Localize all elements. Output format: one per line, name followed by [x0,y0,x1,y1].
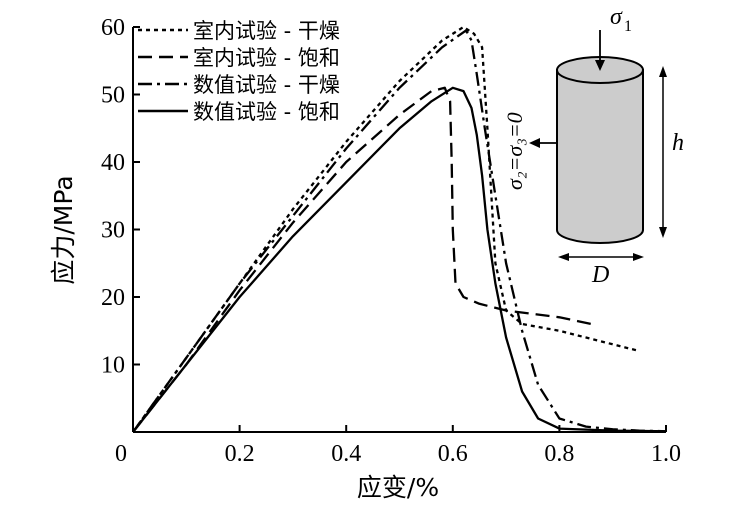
sigma1-label: σ [610,4,623,30]
cylinder-body [556,69,644,244]
d-label: D [591,262,609,288]
y-tick-label: 60 [101,15,125,41]
series-line-1 [132,86,592,433]
x-tick-label: 0.8 [544,441,574,467]
legend: 室内试验 - 干燥 室内试验 - 饱和 数值试验 - 干燥 数值试验 - 饱和 [138,19,340,124]
series-line-2 [132,29,667,433]
y-axis-title: 应力/MPa [49,175,78,284]
d-arrow-left [558,253,569,261]
x-tick-label: 0.6 [438,441,468,467]
x-tick-label: 0.4 [331,441,361,467]
sigma1-subscript: 1 [624,18,632,35]
legend-label-lab-saturated: 室内试验 - 饱和 [193,46,340,70]
x-tick-label: 0.2 [225,441,255,467]
y-tick-label: 10 [101,353,125,379]
y-tick-label: 20 [101,285,125,311]
y-tick-label: 30 [101,218,125,244]
y-tick-label: 40 [101,150,125,176]
lateral-arrowhead [529,138,540,148]
series-layer [132,25,667,433]
d-arrow-right [633,253,644,261]
x-axis-title: 应变/% [357,473,439,502]
series-line-3 [132,86,667,433]
h-arrow-top [659,66,667,77]
y-tick-label: 50 [101,83,125,109]
legend-label-num-saturated: 数值试验 - 饱和 [193,100,340,124]
series-line-0 [132,25,640,433]
h-label: h [672,130,684,156]
ticks [132,26,667,432]
sigma1-arrowhead [595,60,605,71]
specimen-schematic: σ 1 σ₂=σ₃=0 h D [502,4,684,288]
h-arrow-bottom [659,227,667,238]
x-tick-label: 1.0 [651,441,681,467]
sigma-equal-label: σ₂=σ₃=0 [502,112,527,190]
x-tick-label-origin: 0 [115,441,127,467]
legend-label-num-dry: 数值试验 - 干燥 [193,73,340,97]
legend-label-lab-dry: 室内试验 - 干燥 [193,19,340,43]
